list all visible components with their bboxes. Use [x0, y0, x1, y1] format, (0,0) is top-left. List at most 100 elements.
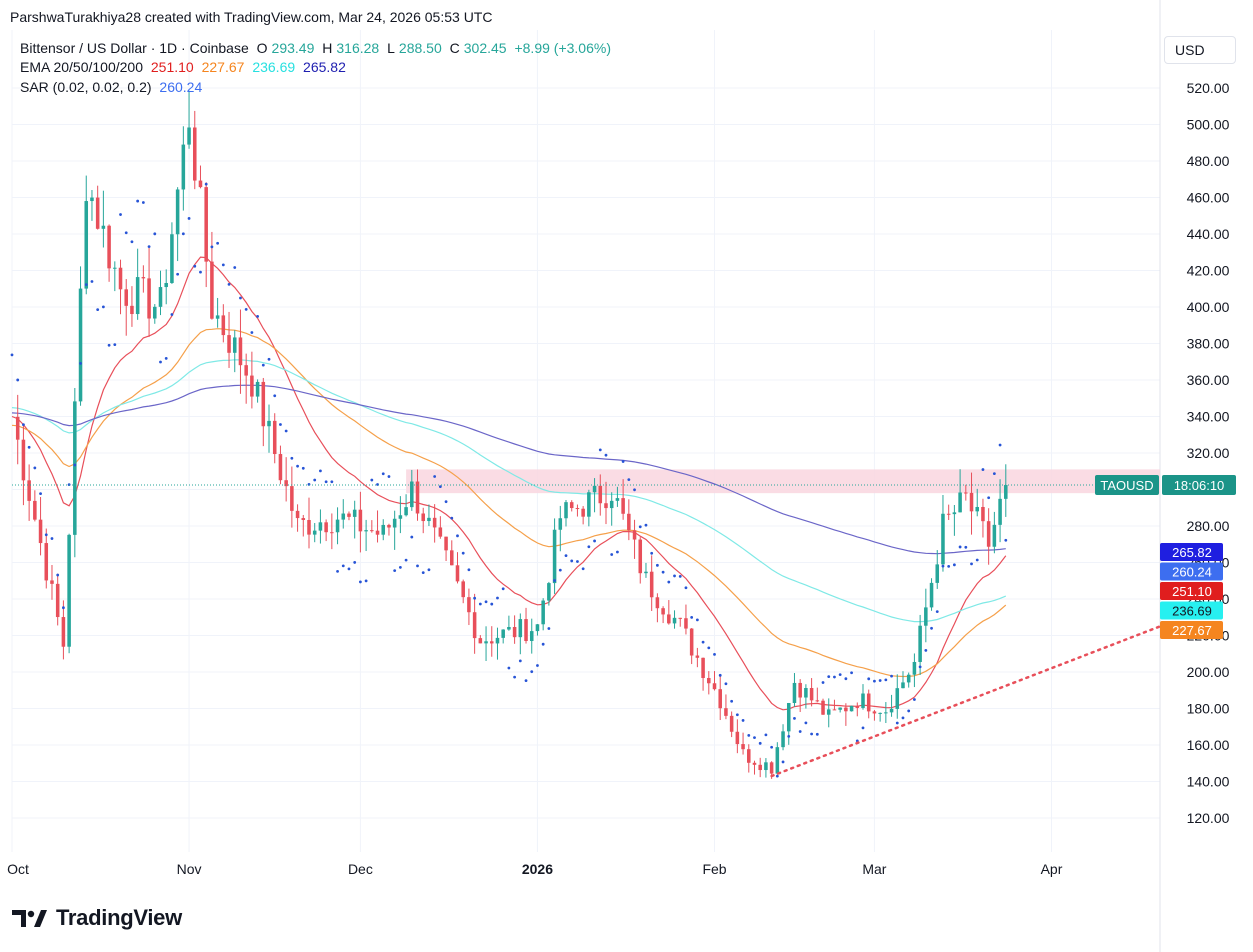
candle[interactable]	[889, 694, 894, 717]
candle[interactable]	[912, 653, 917, 688]
candle[interactable]	[884, 702, 888, 724]
candle[interactable]	[872, 710, 877, 721]
candle[interactable]	[672, 610, 677, 629]
candle[interactable]	[569, 500, 574, 512]
candle[interactable]	[90, 190, 94, 221]
candle[interactable]	[792, 673, 797, 707]
candle[interactable]	[284, 457, 288, 502]
candle[interactable]	[290, 466, 294, 528]
candle[interactable]	[427, 504, 431, 527]
candle[interactable]	[575, 504, 580, 517]
candle[interactable]	[95, 185, 100, 230]
candle[interactable]	[901, 671, 905, 689]
candle[interactable]	[809, 678, 814, 707]
candle[interactable]	[73, 388, 77, 558]
symbol-title[interactable]: Bittensor / US Dollar · 1D · Coinbase	[20, 40, 249, 56]
candle[interactable]	[341, 499, 346, 529]
candle[interactable]	[821, 698, 825, 715]
candle[interactable]	[215, 297, 220, 328]
candle[interactable]	[564, 499, 568, 527]
candle[interactable]	[935, 550, 940, 589]
candle[interactable]	[113, 261, 117, 292]
candle[interactable]	[855, 702, 860, 717]
candle[interactable]	[701, 657, 705, 691]
candle[interactable]	[786, 702, 791, 745]
candle[interactable]	[541, 598, 545, 631]
candle[interactable]	[581, 506, 585, 525]
candle[interactable]	[535, 624, 540, 636]
candle[interactable]	[250, 351, 254, 409]
candle[interactable]	[238, 309, 243, 394]
candle[interactable]	[547, 581, 551, 606]
candle[interactable]	[798, 679, 802, 713]
candle[interactable]	[815, 687, 820, 703]
candle[interactable]	[381, 519, 386, 541]
candle[interactable]	[838, 707, 842, 713]
candle[interactable]	[484, 626, 488, 661]
candle[interactable]	[609, 492, 614, 526]
candle[interactable]	[998, 479, 1002, 543]
candle[interactable]	[198, 165, 203, 189]
candle[interactable]	[741, 732, 745, 755]
candle[interactable]	[592, 478, 597, 513]
candle[interactable]	[244, 353, 248, 404]
candle[interactable]	[450, 540, 454, 566]
candle[interactable]	[489, 626, 494, 657]
candle[interactable]	[724, 694, 728, 720]
candle[interactable]	[764, 758, 768, 778]
candle[interactable]	[15, 394, 20, 465]
candle[interactable]	[364, 519, 368, 552]
candle[interactable]	[147, 247, 151, 337]
candle[interactable]	[375, 510, 380, 543]
candle[interactable]	[101, 190, 106, 248]
candle[interactable]	[707, 671, 711, 695]
candle[interactable]	[472, 593, 477, 654]
candle[interactable]	[324, 519, 328, 542]
candle[interactable]	[175, 187, 180, 262]
candle[interactable]	[221, 304, 226, 343]
candle[interactable]	[941, 495, 945, 572]
candle[interactable]	[587, 489, 591, 527]
candle[interactable]	[986, 508, 991, 565]
candle[interactable]	[153, 304, 157, 324]
candle[interactable]	[906, 672, 911, 688]
candle[interactable]	[67, 533, 71, 654]
candle[interactable]	[44, 528, 49, 589]
candle[interactable]	[684, 604, 688, 635]
sar-legend[interactable]: SAR (0.02, 0.02, 0.2) 260.24	[20, 79, 206, 95]
candle[interactable]	[661, 606, 665, 624]
candle[interactable]	[512, 615, 517, 644]
candle[interactable]	[826, 698, 831, 728]
candle[interactable]	[78, 266, 83, 406]
candle[interactable]	[370, 520, 374, 533]
candle[interactable]	[729, 711, 734, 738]
candle[interactable]	[410, 469, 414, 511]
candle[interactable]	[529, 618, 534, 654]
candle[interactable]	[255, 379, 260, 403]
candle[interactable]	[210, 231, 214, 320]
candle[interactable]	[866, 689, 871, 719]
tradingview-logo[interactable]: TradingView	[12, 905, 182, 931]
candle[interactable]	[158, 270, 163, 316]
candle[interactable]	[21, 425, 26, 506]
candle[interactable]	[558, 505, 563, 552]
candle[interactable]	[398, 496, 403, 534]
candle[interactable]	[438, 516, 443, 539]
candle[interactable]	[33, 490, 37, 522]
candle[interactable]	[747, 744, 751, 773]
candle[interactable]	[295, 504, 300, 532]
candle[interactable]	[415, 469, 420, 521]
candle[interactable]	[107, 224, 111, 282]
candle[interactable]	[204, 182, 208, 288]
candle[interactable]	[84, 175, 89, 295]
candle[interactable]	[804, 684, 808, 709]
candle[interactable]	[55, 573, 60, 626]
candle[interactable]	[272, 413, 277, 464]
candle[interactable]	[667, 600, 671, 625]
candle[interactable]	[61, 600, 66, 660]
candle[interactable]	[432, 504, 437, 543]
candle[interactable]	[1004, 464, 1008, 517]
candle[interactable]	[975, 488, 980, 517]
candle[interactable]	[918, 614, 922, 675]
candle[interactable]	[404, 494, 408, 517]
